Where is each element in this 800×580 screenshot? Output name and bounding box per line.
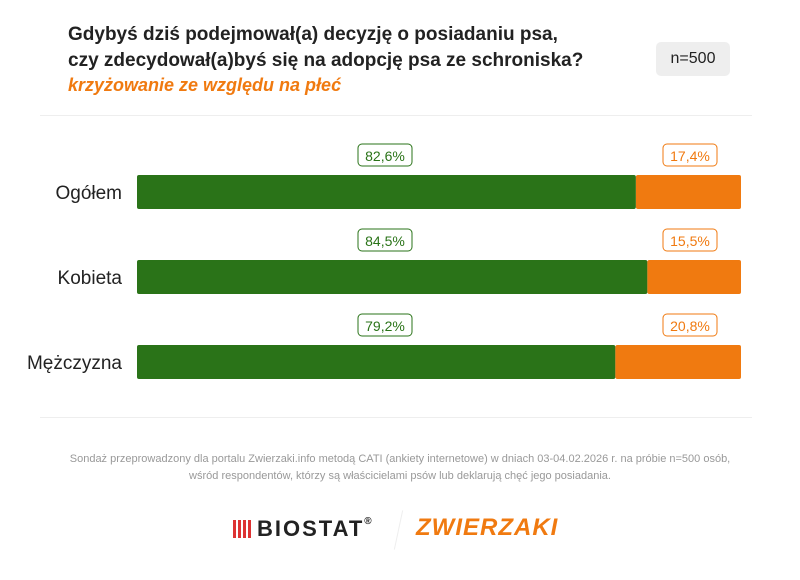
sample-size-badge: n=500 [656, 42, 730, 76]
survey-note: Sondaż przeprowadzony dla portalu Zwierz… [0, 451, 800, 485]
divider [40, 115, 752, 116]
bars-icon [233, 520, 251, 538]
divider [40, 417, 752, 418]
data-label: 15,5% [670, 233, 710, 249]
data-label: 84,5% [365, 233, 405, 249]
data-label-box [357, 313, 413, 337]
note-line-1: Sondaż przeprowadzony dla portalu Zwierz… [69, 453, 731, 465]
zwierzaki-logo: ZWIERZAKI [416, 514, 559, 541]
biostat-logo: BIOSTAT® [233, 516, 374, 542]
chart-title: Gdybyś dziś podejmował(a) decyzję o posi… [68, 22, 583, 74]
bar-chart: Ogółem 82,6% 17,4% Kobieta 84,5% 15,5% Mężczyz… [27, 143, 741, 379]
bar-segment [137, 345, 616, 379]
data-label: 17,4% [670, 148, 710, 164]
data-label-box [662, 143, 718, 167]
title-line-2: czy zdecydował(a)byś się na adopcję psa … [68, 50, 584, 71]
category-label: Ogółem [55, 183, 122, 204]
bar-segment [635, 175, 741, 209]
data-label-box [662, 313, 718, 337]
category-label: Mężczyzna [27, 353, 122, 374]
logos: BIOSTAT® ZWIERZAKI [0, 510, 800, 550]
data-label-box [662, 228, 718, 252]
data-label-box [357, 228, 413, 252]
note-line-2: wśród respondentów, którzy są właściciel… [189, 470, 611, 482]
bar-segment [137, 260, 648, 294]
category-label: Kobieta [58, 268, 123, 289]
data-label: 20,8% [670, 318, 710, 334]
data-label-box [357, 143, 413, 167]
logo-separator [393, 510, 404, 550]
bar-segment [647, 260, 741, 294]
chart-subtitle: krzyżowanie ze względu na płeć [68, 75, 342, 95]
title-line-1: Gdybyś dziś podejmował(a) decyzję o posi… [68, 24, 558, 45]
bar-segment [615, 345, 741, 379]
data-label: 82,6% [365, 148, 405, 164]
bar-segment [137, 175, 636, 209]
data-label: 79,2% [365, 318, 405, 334]
